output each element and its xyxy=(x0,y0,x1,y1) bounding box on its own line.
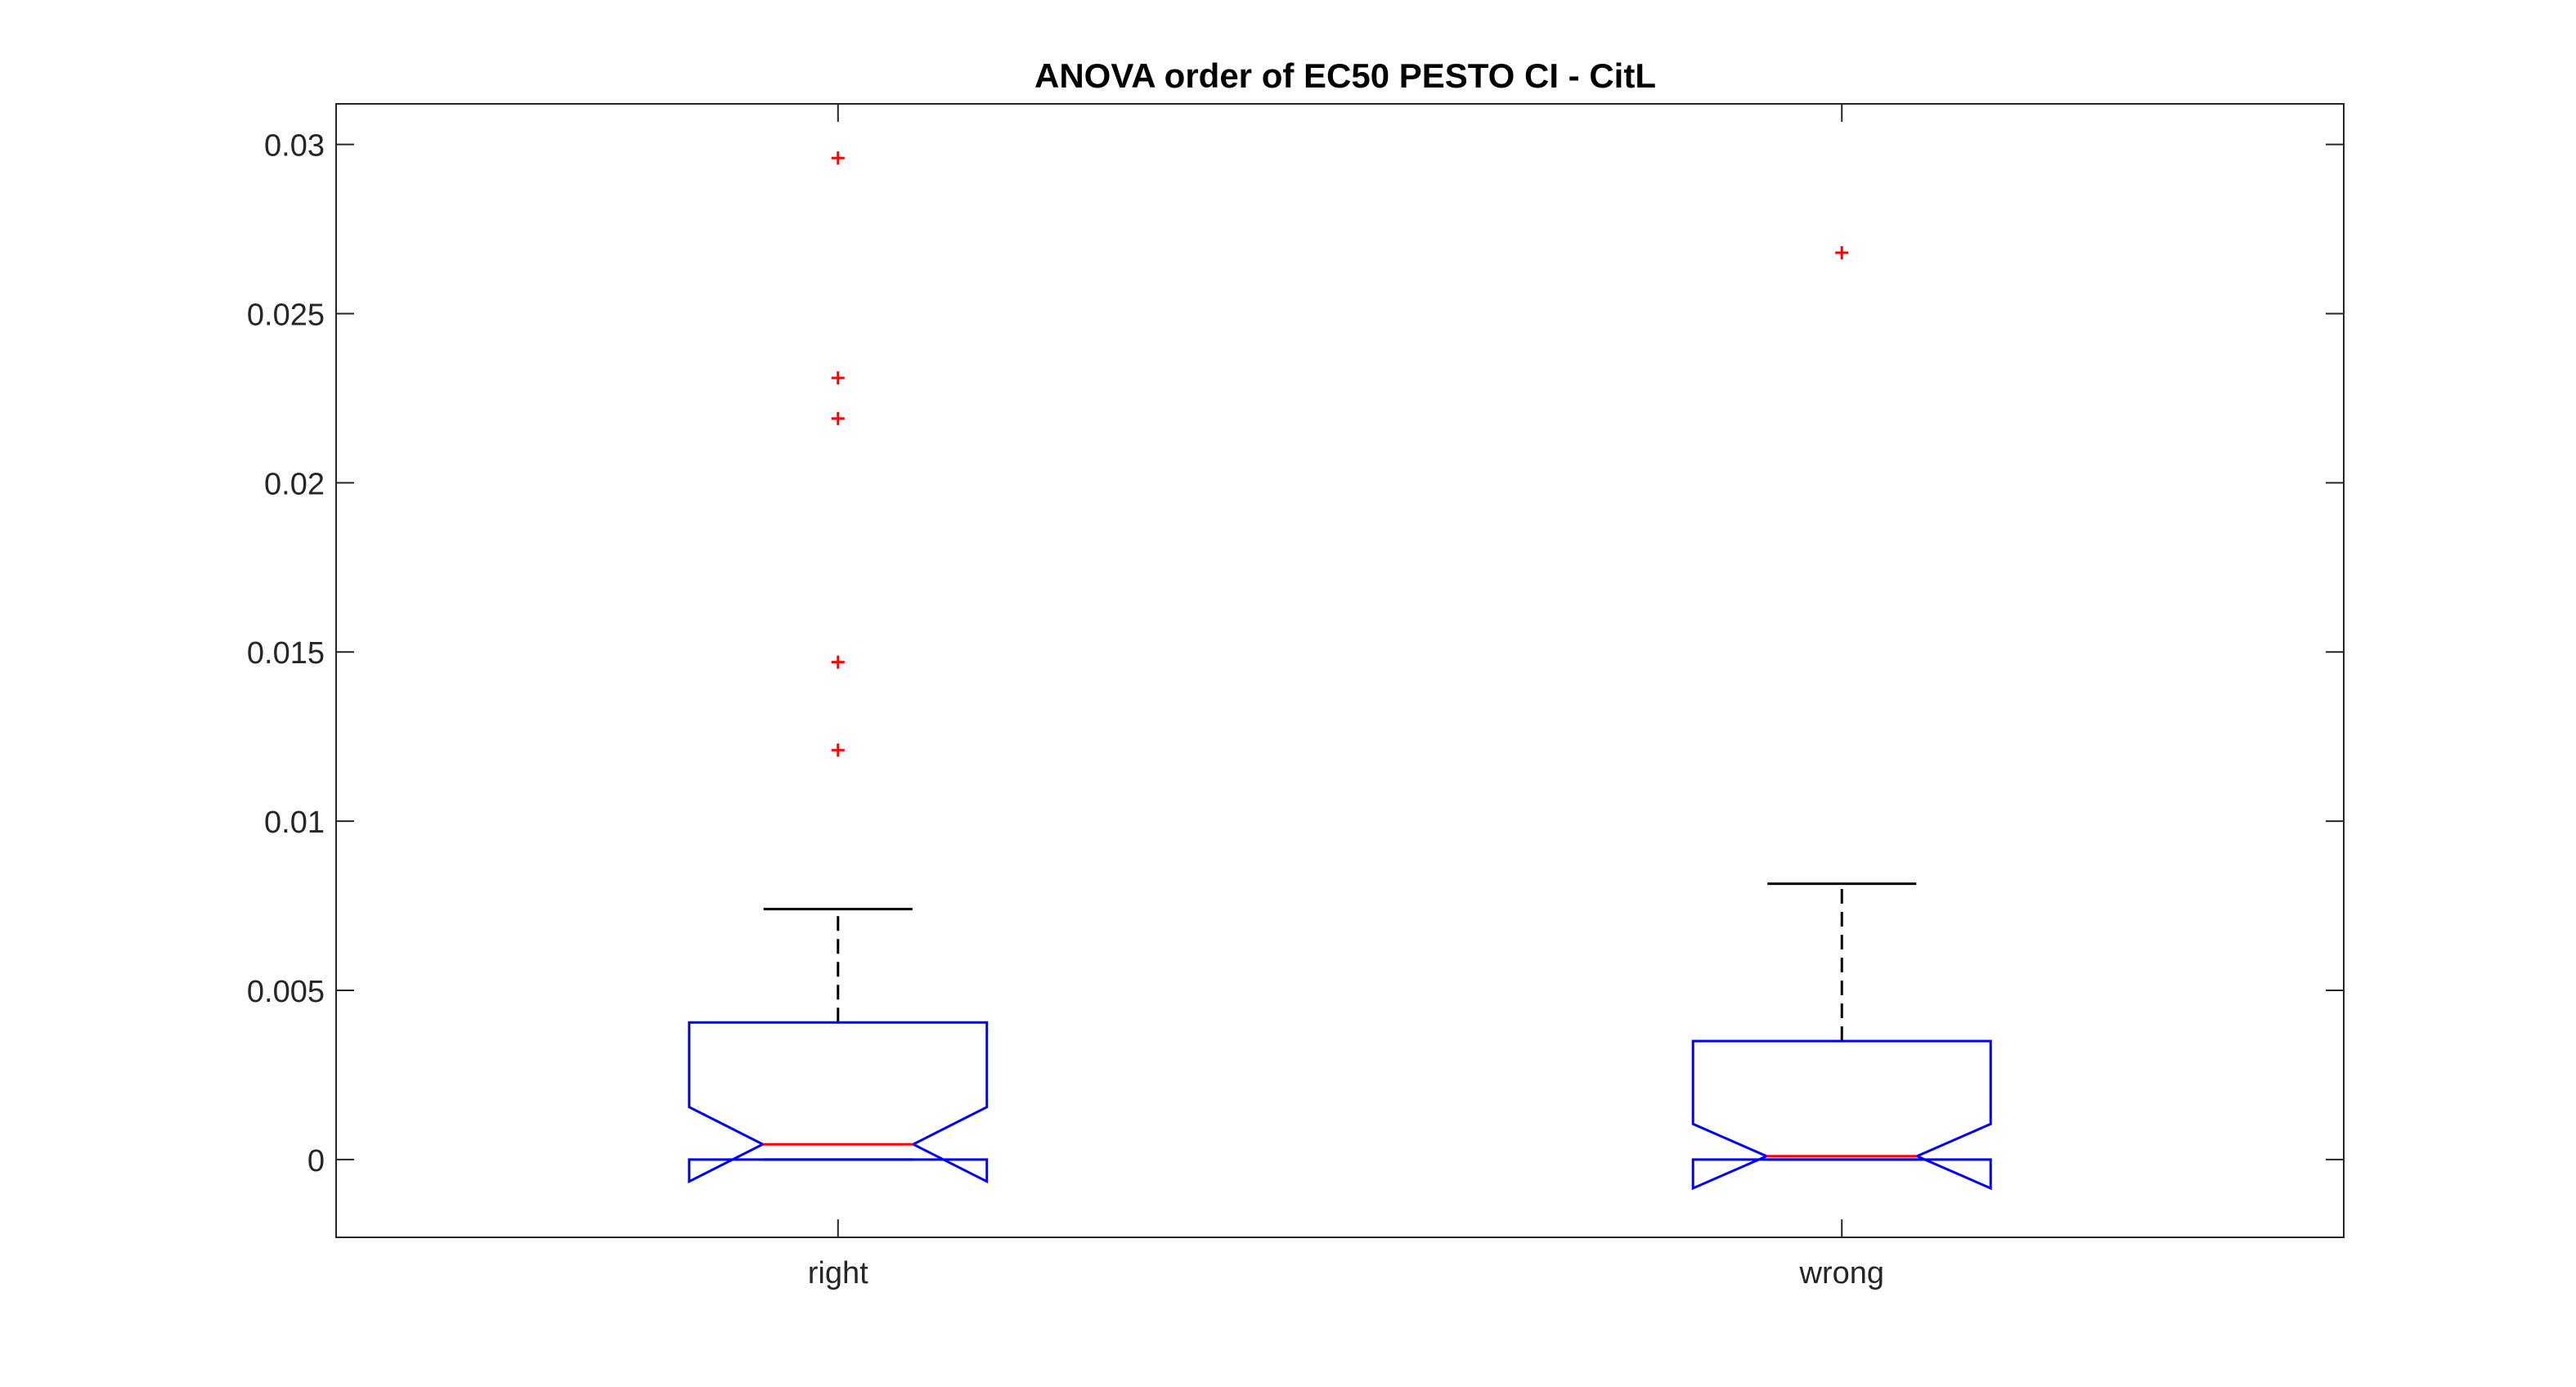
plot-frame xyxy=(335,103,2345,1238)
axes: 0 0.005 0.01 0.015 0.02 0.025 0.03 right wrong xyxy=(247,103,2345,1290)
y-tick-label: 0.025 xyxy=(247,298,325,333)
outlier-point xyxy=(831,655,845,669)
outlier-point xyxy=(831,411,845,425)
outlier-point xyxy=(831,151,845,165)
notched-box xyxy=(1691,1039,1992,1191)
notched-box xyxy=(688,1021,989,1184)
box-right xyxy=(688,151,989,1184)
y-tick-label: 0.02 xyxy=(264,467,325,501)
boxes xyxy=(688,151,1992,1191)
x-tick-label: wrong xyxy=(1799,1256,1885,1290)
y-tick-label: 0.005 xyxy=(247,975,325,1009)
y-tick-label: 0 xyxy=(307,1144,325,1178)
box-wrong xyxy=(1691,246,1992,1191)
outlier-point xyxy=(831,371,845,385)
y-tick-label: 0.03 xyxy=(264,129,325,164)
x-tick-label: right xyxy=(808,1256,868,1290)
y-tick-label: 0.015 xyxy=(247,636,325,671)
chart-title: ANOVA order of EC50 PESTO CI - CitL xyxy=(1034,56,1656,95)
outlier-point xyxy=(1835,246,1849,260)
y-tick-label: 0.01 xyxy=(264,806,325,840)
outlier-point xyxy=(831,743,845,757)
